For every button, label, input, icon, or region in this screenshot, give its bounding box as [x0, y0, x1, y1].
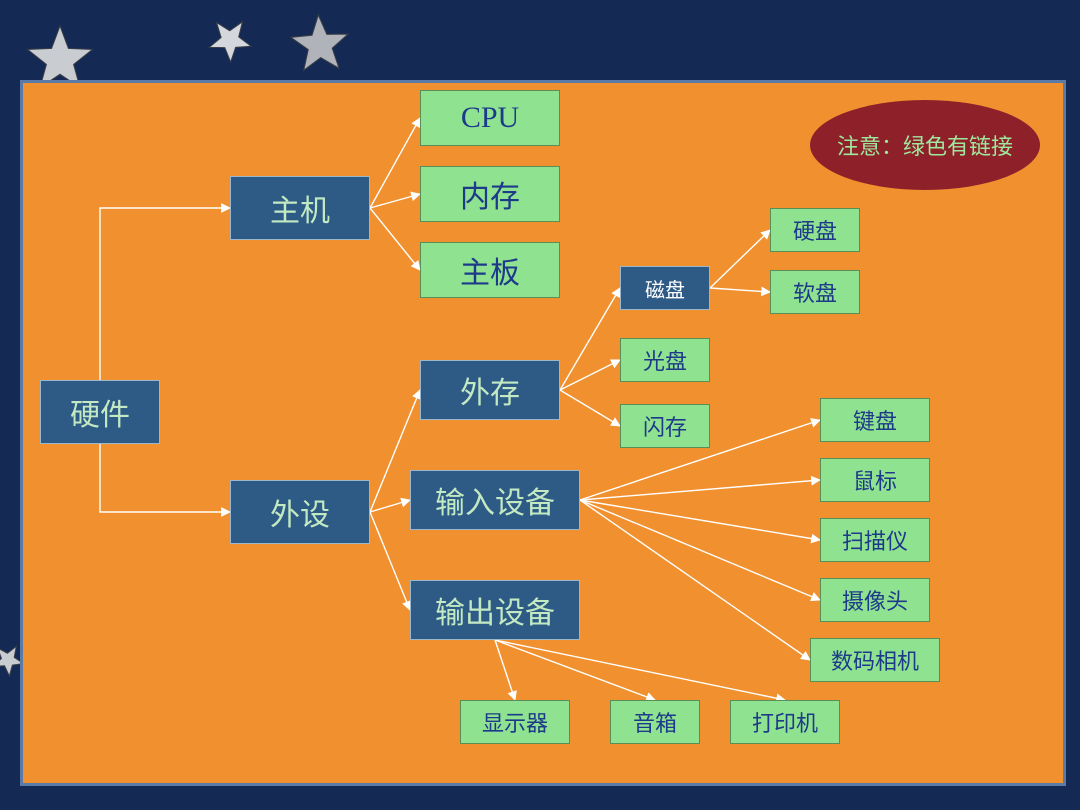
node-mon[interactable]: 显示器	[460, 700, 570, 744]
node-mem[interactable]: 内存	[420, 166, 560, 222]
node-spk[interactable]: 音箱	[610, 700, 700, 744]
node-host: 主机	[230, 176, 370, 240]
node-label: 闪存	[643, 410, 687, 442]
node-fdd[interactable]: 软盘	[770, 270, 860, 314]
node-in: 输入设备	[410, 470, 580, 530]
node-label: 鼠标	[853, 464, 897, 496]
node-label: 音箱	[633, 706, 677, 738]
node-out: 输出设备	[410, 580, 580, 640]
node-ext: 外存	[420, 360, 560, 420]
node-label: 扫描仪	[842, 524, 908, 556]
node-label: 打印机	[752, 706, 818, 738]
node-label: 硬件	[70, 390, 130, 434]
node-label: CPU	[461, 101, 519, 135]
node-label: 键盘	[853, 404, 897, 436]
node-label: 摄像头	[842, 584, 908, 616]
node-prn[interactable]: 打印机	[730, 700, 840, 744]
node-dcam[interactable]: 数码相机	[810, 638, 940, 682]
node-cpu[interactable]: CPU	[420, 90, 560, 146]
note-callout: 注意：绿色有链接	[810, 100, 1040, 190]
note-text: 注意：绿色有链接	[837, 129, 1013, 161]
node-label: 输出设备	[435, 588, 555, 632]
node-label: 磁盘	[645, 274, 685, 303]
node-disk: 磁盘	[620, 266, 710, 310]
node-hdd[interactable]: 硬盘	[770, 208, 860, 252]
node-label: 外设	[270, 490, 330, 534]
node-label: 硬盘	[793, 214, 837, 246]
node-label: 软盘	[793, 276, 837, 308]
node-label: 外存	[460, 368, 520, 412]
node-scan[interactable]: 扫描仪	[820, 518, 930, 562]
node-kb[interactable]: 键盘	[820, 398, 930, 442]
node-mb[interactable]: 主板	[420, 242, 560, 298]
node-flash[interactable]: 闪存	[620, 404, 710, 448]
node-mouse[interactable]: 鼠标	[820, 458, 930, 502]
node-label: 显示器	[482, 706, 548, 738]
node-cd[interactable]: 光盘	[620, 338, 710, 382]
node-label: 主板	[460, 248, 520, 292]
node-cam[interactable]: 摄像头	[820, 578, 930, 622]
node-label: 内存	[460, 172, 520, 216]
node-periph: 外设	[230, 480, 370, 544]
node-hw: 硬件	[40, 380, 160, 444]
node-label: 数码相机	[831, 644, 919, 676]
node-label: 光盘	[643, 344, 687, 376]
node-label: 输入设备	[435, 478, 555, 522]
node-label: 主机	[270, 186, 330, 230]
